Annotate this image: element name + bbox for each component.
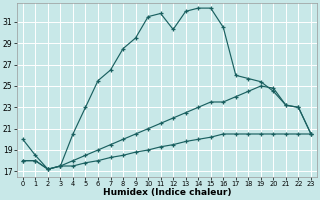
X-axis label: Humidex (Indice chaleur): Humidex (Indice chaleur) [103, 188, 231, 197]
